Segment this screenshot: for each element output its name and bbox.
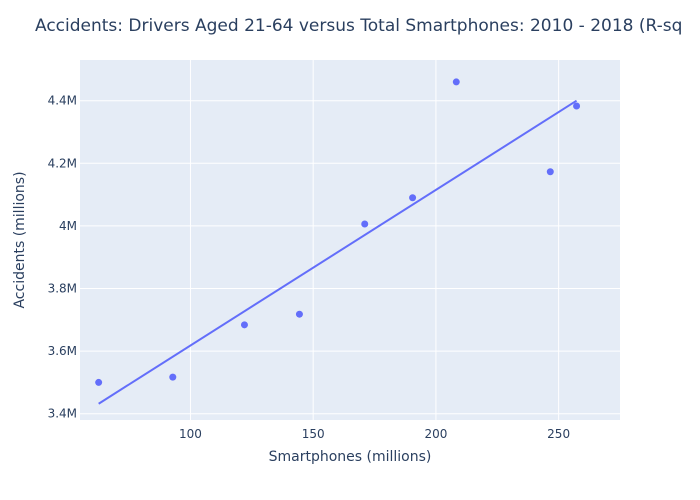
data-point[interactable] xyxy=(169,373,177,381)
y-tick-label: 3.6M xyxy=(48,344,77,358)
tick-labels: 100 150 200 250 3.4M 3.6M 3.8M 4M 4.2M 4.4M xyxy=(48,94,571,441)
data-point[interactable] xyxy=(240,321,248,329)
trend-line xyxy=(98,99,578,405)
y-tick-label: 4M xyxy=(59,219,77,233)
data-point[interactable] xyxy=(573,102,581,110)
data-point[interactable] xyxy=(295,310,303,318)
data-point[interactable] xyxy=(452,78,460,86)
y-axis-label: Accidents (millions) xyxy=(12,171,28,308)
y-tick-label: 3.4M xyxy=(48,407,77,421)
data-point[interactable] xyxy=(409,194,417,202)
data-point[interactable] xyxy=(546,168,554,176)
data-points-layer xyxy=(95,78,581,386)
x-tick-label: 100 xyxy=(179,427,202,441)
x-axis-label: Smartphones (millions) xyxy=(269,449,432,465)
y-tick-label: 4.2M xyxy=(48,156,77,170)
x-tick-label: 200 xyxy=(424,427,447,441)
plot-area xyxy=(80,60,620,420)
y-tick-label: 3.8M xyxy=(48,282,77,296)
chart-title: Accidents: Drivers Aged 21-64 versus Tot… xyxy=(35,16,682,36)
x-tick-label: 250 xyxy=(547,427,570,441)
trend-line-layer xyxy=(98,99,578,405)
x-tick-label: 150 xyxy=(302,427,325,441)
data-point[interactable] xyxy=(95,378,103,386)
grid-lines xyxy=(80,60,620,420)
data-point[interactable] xyxy=(361,220,369,228)
y-tick-label: 4.4M xyxy=(48,94,77,108)
